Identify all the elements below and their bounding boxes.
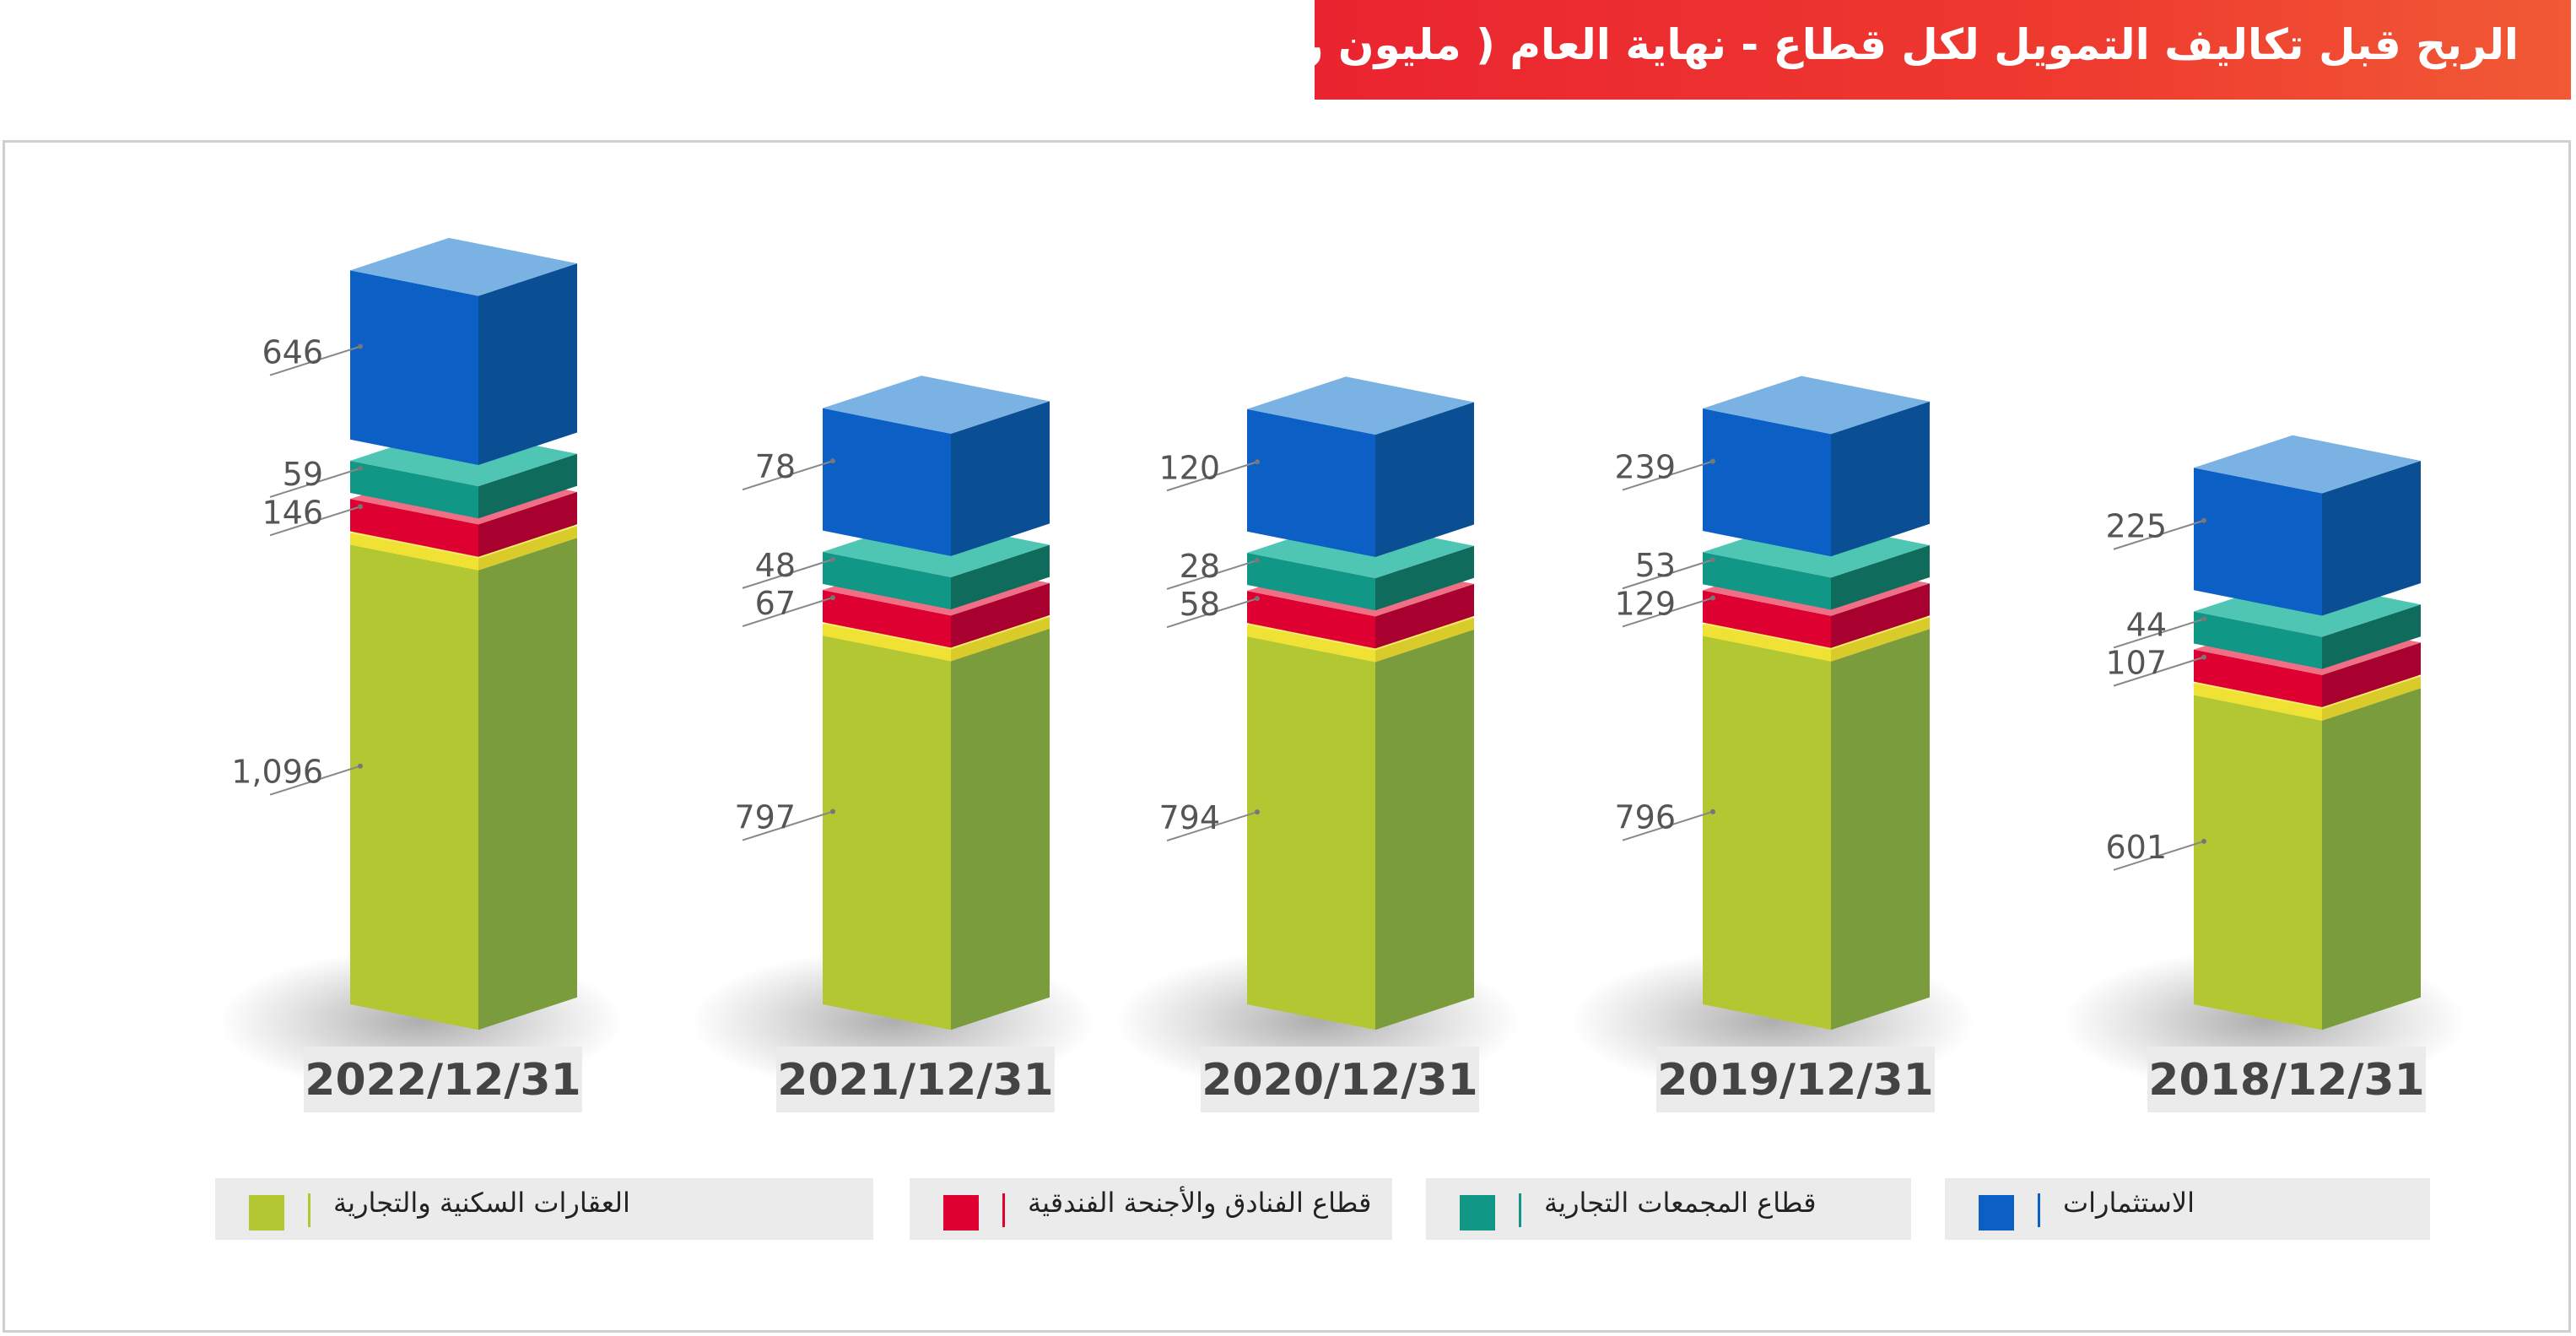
data-label-investments: 225 xyxy=(2105,508,2206,550)
legend-swatch xyxy=(1460,1195,1495,1231)
legend-divider xyxy=(2038,1193,2040,1227)
value-label: 48 xyxy=(755,547,796,584)
legend-item-hotels: قطاع الفنادق والأجنحة الفندقية xyxy=(910,1178,1392,1240)
data-label-realestate: 1,096 xyxy=(231,754,363,796)
bar-investments xyxy=(823,376,1050,556)
bar-investments xyxy=(1703,376,1930,557)
bar-realestate xyxy=(1247,603,1474,1030)
bar-realestate xyxy=(350,511,577,1030)
legend-label: الاستثمارات xyxy=(2063,1187,2195,1219)
value-label: 120 xyxy=(1158,449,1220,486)
value-label: 794 xyxy=(1158,799,1220,836)
svg-text:2018/12/31: 2018/12/31 xyxy=(2148,1055,2424,1106)
svg-text:2022/12/31: 2022/12/31 xyxy=(305,1055,581,1106)
legend-divider xyxy=(1519,1193,1521,1227)
legend-swatch xyxy=(943,1195,979,1231)
category-label: 2020/12/31 xyxy=(1201,1047,1479,1112)
value-label: 107 xyxy=(2105,645,2167,682)
legend-item-malls: قطاع المجمعات التجارية xyxy=(1426,1178,1911,1240)
value-label: 1,096 xyxy=(231,754,323,791)
data-label-hotels: 67 xyxy=(742,585,835,628)
data-label-malls: 53 xyxy=(1622,547,1715,590)
value-label: 225 xyxy=(2105,508,2167,545)
data-label-malls: 28 xyxy=(1166,548,1260,590)
data-label-hotels: 129 xyxy=(1614,585,1715,628)
value-label: 796 xyxy=(1614,799,1676,836)
legend-label: قطاع الفنادق والأجنحة الفندقية xyxy=(1028,1187,1372,1219)
data-label-hotels: 107 xyxy=(2105,645,2206,687)
value-label: 28 xyxy=(1180,548,1220,585)
category-label: 2022/12/31 xyxy=(304,1047,582,1112)
bar-investments xyxy=(1247,376,1474,558)
title-banner: الربح قبل تكاليف التمويل لكل قطاع - نهاي… xyxy=(1228,0,2571,100)
category-label: 2018/12/31 xyxy=(2147,1047,2426,1112)
data-label-investments: 646 xyxy=(262,334,363,376)
value-label: 646 xyxy=(262,334,323,371)
data-label-hotels: 58 xyxy=(1166,586,1260,629)
svg-text:2020/12/31: 2020/12/31 xyxy=(1202,1055,1477,1106)
category-label: 2019/12/31 xyxy=(1656,1047,1935,1112)
bar-investments xyxy=(350,237,577,466)
value-label: 44 xyxy=(2126,606,2167,643)
data-label-realestate: 796 xyxy=(1614,799,1715,841)
value-label: 53 xyxy=(1635,547,1676,584)
data-label-malls: 48 xyxy=(742,547,835,589)
legend-swatch xyxy=(1979,1195,2014,1231)
legend-divider xyxy=(308,1193,311,1227)
value-label: 146 xyxy=(262,494,323,531)
data-label-realestate: 797 xyxy=(734,799,835,841)
value-label: 797 xyxy=(734,799,796,836)
value-label: 239 xyxy=(1614,449,1676,486)
svg-text:2019/12/31: 2019/12/31 xyxy=(1657,1055,1933,1106)
bar-investments xyxy=(2194,435,2421,616)
bar-realestate xyxy=(1703,603,1930,1030)
bar-realestate xyxy=(823,603,1050,1030)
data-label-investments: 239 xyxy=(1614,449,1715,491)
category-label: 2021/12/31 xyxy=(776,1047,1055,1112)
value-label: 601 xyxy=(2105,829,2167,866)
data-label-realestate: 601 xyxy=(2105,829,2206,871)
data-label-investments: 120 xyxy=(1158,449,1260,492)
legend-item-investments: الاستثمارات xyxy=(1945,1178,2430,1240)
value-label: 67 xyxy=(755,585,796,622)
legend-item-realestate: العقارات السكنية والتجارية xyxy=(215,1178,873,1240)
data-label-realestate: 794 xyxy=(1158,799,1260,842)
value-label: 129 xyxy=(1614,585,1676,622)
value-label: 78 xyxy=(755,448,796,485)
legend-label: قطاع المجمعات التجارية xyxy=(1544,1187,1817,1219)
data-label-malls: 44 xyxy=(2113,606,2206,649)
legend-divider xyxy=(1002,1193,1005,1227)
data-label-hotels: 146 xyxy=(262,494,363,537)
legend-swatch xyxy=(249,1195,284,1231)
data-label-malls: 59 xyxy=(269,456,363,498)
data-label-investments: 78 xyxy=(742,448,835,491)
legend-label: العقارات السكنية والتجارية xyxy=(333,1187,630,1219)
value-label: 58 xyxy=(1180,586,1220,623)
value-label: 59 xyxy=(283,456,323,493)
svg-text:2021/12/31: 2021/12/31 xyxy=(777,1055,1053,1106)
chart-title: الربح قبل تكاليف التمويل لكل قطاع - نهاي… xyxy=(1227,20,2519,69)
